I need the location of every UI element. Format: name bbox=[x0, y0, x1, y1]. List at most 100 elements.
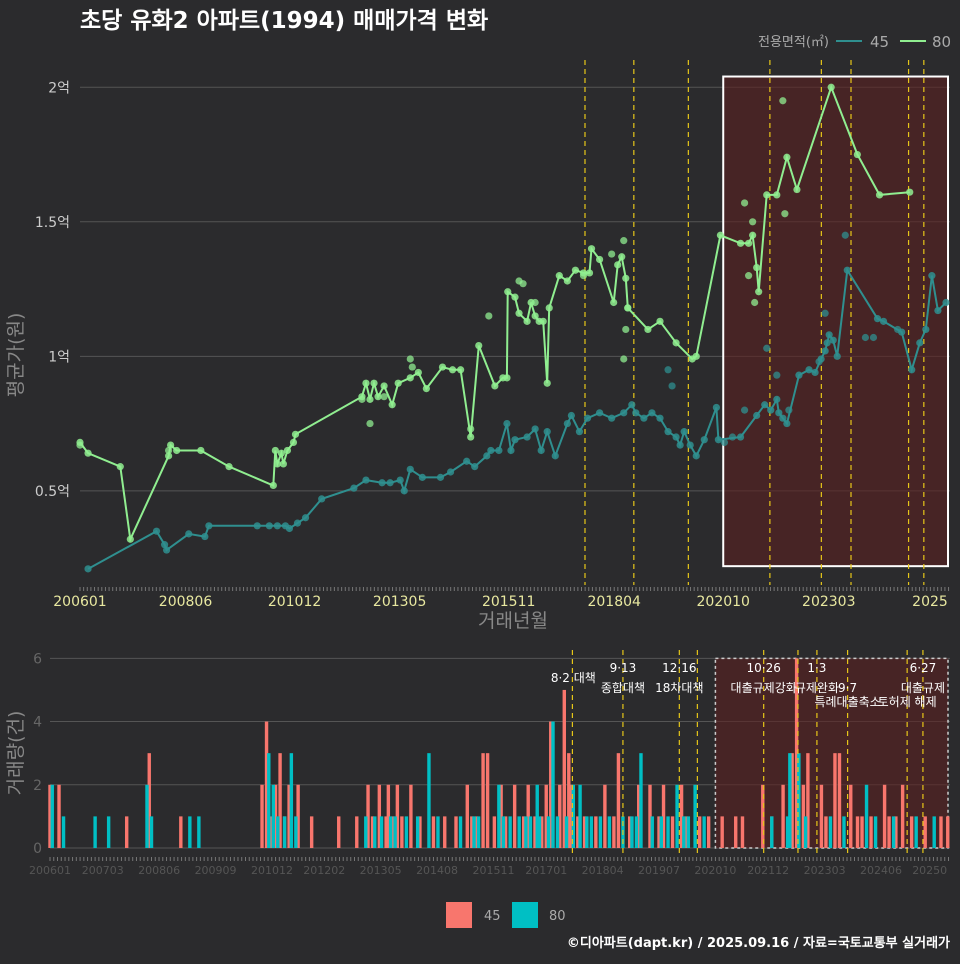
bar-45 bbox=[670, 816, 675, 848]
bar-80 bbox=[797, 753, 801, 848]
bar-80 bbox=[891, 816, 896, 848]
data-point-45 bbox=[628, 401, 636, 409]
data-point-45 bbox=[583, 414, 592, 422]
legend-title: 전용면적(㎡) bbox=[758, 35, 829, 50]
bar-45 bbox=[939, 816, 943, 848]
bar-45 bbox=[824, 816, 828, 848]
data-point-80 bbox=[366, 419, 374, 428]
bottom-x-tick-label: 202303 bbox=[804, 864, 846, 877]
data-point-80 bbox=[289, 438, 298, 447]
bar-45 bbox=[443, 816, 447, 848]
bar-80 bbox=[415, 816, 420, 848]
data-point-80 bbox=[291, 430, 300, 438]
bar-80 bbox=[379, 816, 384, 848]
bar-45 bbox=[734, 816, 738, 848]
top-axes: 0.5억 1억 1.5억 2억 200601 200806 201012 201305 2015… bbox=[35, 80, 950, 610]
top-x-tick-label: 201804 bbox=[587, 594, 641, 610]
bar-80 bbox=[267, 753, 271, 848]
bar-45 bbox=[627, 816, 632, 848]
data-point-45 bbox=[531, 425, 539, 433]
bar-45 bbox=[819, 784, 824, 848]
bar-45 bbox=[679, 784, 684, 848]
data-point-45 bbox=[495, 446, 503, 455]
bar-45 bbox=[470, 816, 474, 848]
data-point-80 bbox=[563, 277, 571, 285]
data-point-80 bbox=[539, 317, 547, 325]
bar-45 bbox=[637, 784, 641, 848]
data-point-80 bbox=[587, 245, 596, 253]
bottom-x-tick-label: 201305 bbox=[360, 864, 402, 877]
data-point-45 bbox=[507, 446, 515, 455]
data-point-80 bbox=[457, 366, 465, 374]
data-point-80 bbox=[467, 433, 475, 441]
data-point-45 bbox=[700, 436, 708, 444]
top-y-tick-label: 1억 bbox=[48, 349, 70, 365]
bar-45 bbox=[781, 784, 785, 848]
data-point-45 bbox=[523, 433, 531, 441]
bar-45 bbox=[657, 816, 661, 848]
data-point-80 bbox=[779, 97, 787, 105]
data-point-80 bbox=[366, 395, 374, 403]
data-point-80 bbox=[692, 352, 700, 360]
bottom-x-tick-label: 201511 bbox=[472, 864, 514, 877]
policy-label: 18차대책 bbox=[655, 680, 703, 695]
bar-45 bbox=[869, 816, 873, 848]
top-x-tick-label: 200601 bbox=[53, 594, 106, 610]
data-point-80 bbox=[84, 449, 92, 457]
data-point-45 bbox=[648, 409, 656, 417]
data-point-80 bbox=[475, 341, 483, 350]
bar-45 bbox=[540, 816, 544, 848]
data-point-45 bbox=[916, 339, 924, 347]
bar-80 bbox=[188, 816, 192, 848]
bar-80 bbox=[551, 721, 555, 848]
data-point-45 bbox=[825, 331, 833, 339]
data-point-80 bbox=[585, 269, 594, 277]
data-point-80 bbox=[555, 272, 563, 280]
policy-label: 종합대책 bbox=[601, 680, 645, 695]
data-point-45 bbox=[763, 344, 771, 352]
data-point-45 bbox=[720, 438, 729, 447]
bar-80 bbox=[388, 816, 393, 848]
top-x-tick-label: 2025 bbox=[912, 594, 948, 610]
data-point-45 bbox=[563, 419, 571, 428]
data-point-45 bbox=[922, 325, 930, 334]
data-point-80 bbox=[614, 261, 622, 269]
data-point-45 bbox=[575, 428, 584, 436]
data-point-45 bbox=[418, 473, 426, 481]
data-point-45 bbox=[446, 468, 455, 476]
bar-80 bbox=[842, 816, 846, 848]
data-point-45 bbox=[823, 339, 831, 347]
top-x-axis-label: 거래년월 bbox=[478, 610, 548, 632]
series-80 bbox=[76, 83, 914, 543]
data-point-80 bbox=[197, 446, 205, 455]
policy-label: 대출규제강화 bbox=[731, 681, 797, 695]
bottom-x-tick-label: 201804 bbox=[582, 864, 624, 877]
highlight-box-rect bbox=[722, 75, 950, 568]
bar-80 bbox=[106, 816, 111, 848]
bar-45 bbox=[454, 816, 458, 848]
data-point-45 bbox=[608, 414, 616, 422]
policy-label: 토허제 해제 bbox=[878, 695, 937, 709]
bar-45 bbox=[794, 658, 799, 848]
series-45 bbox=[84, 231, 950, 573]
top-x-tick-label: 201012 bbox=[268, 594, 321, 610]
bar-45 bbox=[576, 816, 580, 848]
data-point-80 bbox=[610, 298, 618, 307]
bar-80 bbox=[546, 816, 551, 848]
bar-45 bbox=[882, 784, 887, 848]
bar-80 bbox=[364, 816, 368, 848]
bar-45 bbox=[740, 816, 745, 848]
data-point-80 bbox=[773, 191, 781, 199]
top-series bbox=[76, 83, 950, 573]
data-point-80 bbox=[273, 460, 281, 468]
policy-label: 12·16 bbox=[662, 661, 696, 675]
bar-45 bbox=[485, 753, 490, 848]
data-point-80 bbox=[531, 298, 539, 307]
data-point-45 bbox=[841, 231, 849, 239]
legend-key-label-45: 45 bbox=[484, 909, 501, 924]
top-x-tick-label: 201305 bbox=[373, 594, 426, 610]
bar-80 bbox=[630, 816, 634, 848]
data-point-45 bbox=[632, 409, 640, 417]
bottom-y-tick-label: 2 bbox=[33, 778, 42, 794]
data-point-80 bbox=[126, 535, 134, 543]
